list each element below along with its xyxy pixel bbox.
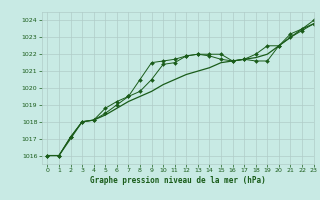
X-axis label: Graphe pression niveau de la mer (hPa): Graphe pression niveau de la mer (hPa) — [90, 176, 266, 185]
